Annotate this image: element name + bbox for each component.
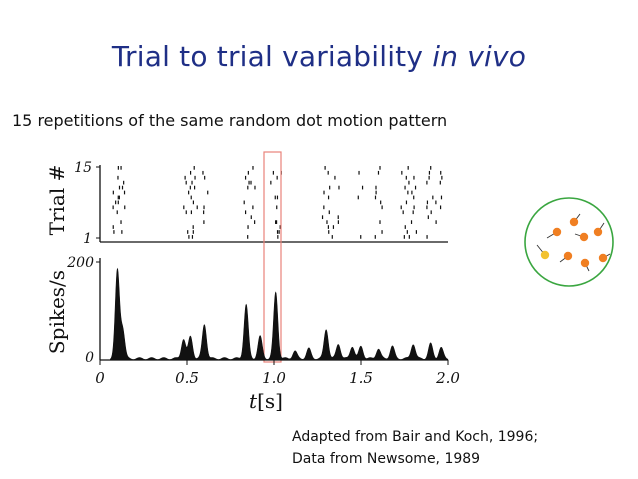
dot-circle-icon — [524, 197, 614, 287]
x-tick-label: 1.5 — [349, 369, 373, 387]
raster-spikes — [112, 166, 443, 239]
title-main: Trial to trial variability — [111, 40, 433, 73]
spike-figure: 15 1 Trial # 200 0 Spikes/s 0 0.5 1.0 1.5 2.… — [45, 151, 614, 413]
psth-ytick-bottom: 0 — [85, 350, 94, 366]
moving-dot — [563, 251, 573, 261]
x-tick-label: 1.0 — [262, 369, 286, 387]
raster-ytick-top: 15 — [74, 160, 92, 176]
moving-dot — [593, 227, 603, 237]
slide-subtitle: 15 repetitions of the same random dot mo… — [12, 111, 448, 130]
psth-ytick-top: 200 — [66, 255, 94, 271]
figure-caption: Adapted from Bair and Koch, 1996; Data f… — [292, 426, 538, 470]
psth-panel: 200 0 Spikes/s 0 0.5 1.0 1.5 2.0 t[s] — [45, 255, 460, 413]
x-ticks: 0 0.5 1.0 1.5 2.0 — [95, 360, 460, 387]
psth-ylabel: Spikes/s — [45, 270, 69, 354]
x-tick-label: 2.0 — [435, 369, 460, 387]
raster-ylabel: Trial # — [45, 165, 69, 236]
moving-dot — [540, 250, 550, 260]
moving-dot — [552, 227, 562, 237]
psth-area — [100, 267, 449, 361]
moving-dot — [580, 258, 590, 268]
moving-dot — [569, 217, 579, 227]
x-axis-label: t[s] — [249, 389, 283, 413]
moving-dot — [598, 253, 608, 263]
x-axis-label-unit: [s] — [257, 389, 283, 413]
raster-panel: 15 1 Trial # — [45, 151, 448, 363]
title-italic: in vivo — [432, 40, 527, 73]
x-tick-label: 0 — [95, 369, 105, 387]
raster-ytick-bottom: 1 — [83, 231, 92, 247]
caption-line-1: Adapted from Bair and Koch, 1996; — [292, 429, 539, 445]
moving-dots — [536, 213, 611, 272]
random-dot-motion-icon — [524, 197, 614, 287]
x-tick-label: 0.5 — [175, 369, 199, 387]
moving-dot — [579, 232, 589, 242]
highlight-box — [263, 151, 282, 363]
slide-title: Trial to trial variability in vivo — [0, 40, 638, 73]
caption-line-2: Data from Newsome, 1989 — [292, 451, 481, 467]
x-axis-label-t: t — [249, 389, 258, 413]
